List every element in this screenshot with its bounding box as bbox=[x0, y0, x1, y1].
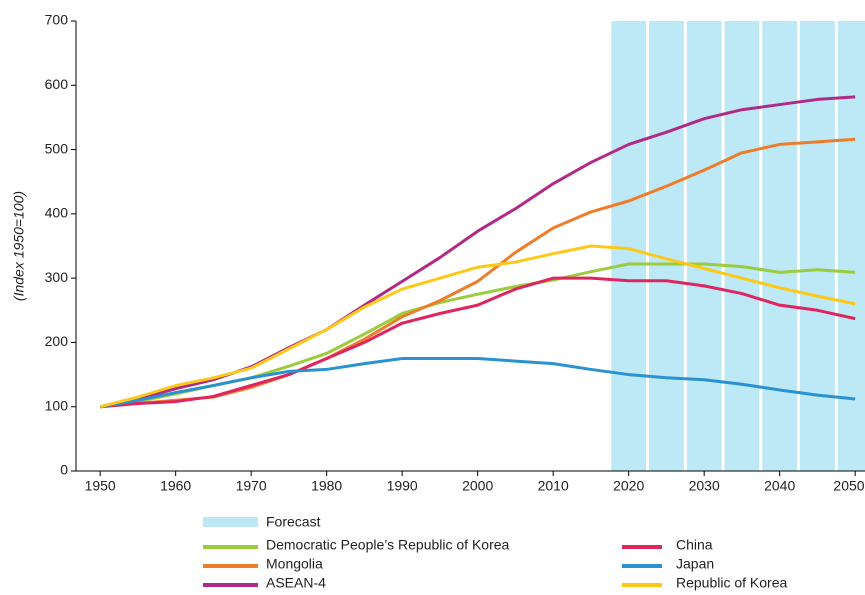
x-tick-label: 2050 bbox=[833, 478, 864, 494]
legend-label: Japan bbox=[676, 556, 714, 572]
series-line bbox=[99, 357, 856, 409]
legend-label: China bbox=[676, 537, 713, 553]
x-tick-label: 2000 bbox=[462, 478, 493, 494]
x-tick-label: 2030 bbox=[689, 478, 720, 494]
legend-label: Forecast bbox=[266, 514, 321, 530]
forecast-band bbox=[686, 21, 722, 471]
y-axis-label: (Index 1950=100) bbox=[11, 191, 27, 301]
legend-label: ASEAN-4 bbox=[266, 575, 326, 591]
legend-label: Mongolia bbox=[266, 556, 323, 572]
series-line bbox=[99, 244, 856, 409]
legend-label: Democratic People’s Republic of Korea bbox=[266, 537, 510, 553]
y-tick-label: 100 bbox=[45, 397, 69, 413]
forecast-band bbox=[800, 21, 835, 471]
x-tick-label: 1960 bbox=[160, 478, 191, 494]
x-tick-label: 1990 bbox=[387, 478, 418, 494]
y-tick-label: 500 bbox=[45, 140, 69, 156]
forecast-band bbox=[611, 21, 647, 471]
x-tick-label: 1980 bbox=[311, 478, 342, 494]
y-tick-label: 600 bbox=[45, 76, 69, 92]
x-tick-label: 1950 bbox=[85, 478, 116, 494]
x-tick-label: 2010 bbox=[538, 478, 569, 494]
y-tick-label: 700 bbox=[45, 12, 69, 28]
x-tick-label: 2020 bbox=[613, 478, 644, 494]
forecast-band bbox=[724, 21, 760, 471]
series-line bbox=[100, 276, 856, 409]
forecast-band bbox=[837, 21, 865, 471]
x-tick-label: 1970 bbox=[236, 478, 267, 494]
legend-label: Republic of Korea bbox=[676, 575, 788, 591]
y-tick-label: 400 bbox=[45, 205, 69, 221]
y-tick-label: 300 bbox=[45, 269, 69, 285]
forecast-band bbox=[649, 21, 684, 471]
y-tick-label: 0 bbox=[60, 462, 68, 478]
forecast-band bbox=[762, 21, 798, 471]
y-tick-label: 200 bbox=[45, 333, 69, 349]
legend-swatch bbox=[203, 517, 258, 527]
x-tick-label: 2040 bbox=[764, 478, 795, 494]
